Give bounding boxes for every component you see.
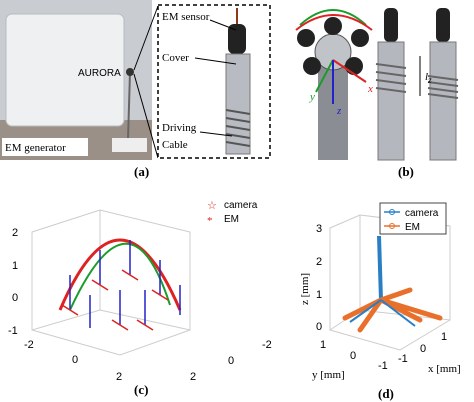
x-axis (332, 59, 367, 83)
sensor-dot (126, 68, 134, 76)
z-tick: 2 (12, 227, 18, 239)
rotation-arrow (295, 14, 373, 31)
base (112, 138, 147, 152)
x-tick: -2 (24, 339, 34, 351)
callout: Cover (162, 52, 189, 64)
z-tick: 3 (316, 223, 322, 235)
legend-label: camera (224, 200, 258, 211)
length-subscript: z (427, 75, 432, 85)
zoom-line (133, 5, 159, 71)
trajectories (58, 238, 182, 331)
x-tick: -1 (398, 353, 408, 365)
legend-marker: * (207, 215, 213, 227)
length-symbol: l (425, 71, 428, 83)
caption: (b) (398, 164, 414, 179)
legend-marker (389, 223, 395, 229)
axis-label: x (367, 83, 373, 95)
sensor-top (345, 57, 363, 75)
caption: (a) (134, 164, 149, 179)
sensor-top (303, 57, 321, 75)
legend-marker: ☆ (207, 200, 217, 212)
y-axis (315, 59, 334, 93)
length-label: lz (425, 71, 432, 85)
y-tick: 2 (190, 371, 196, 383)
trajectories (342, 235, 443, 333)
z-tick: 0 (316, 321, 322, 333)
z-tick: -1 (8, 325, 18, 337)
z-tick: 0 (12, 292, 18, 304)
zoom-line (133, 73, 159, 159)
z-tick: 1 (316, 289, 322, 301)
axis-label: y (309, 91, 315, 103)
spring (225, 109, 251, 147)
sensor-top (297, 29, 315, 47)
zoom-box (157, 4, 271, 159)
callout-lines (194, 19, 237, 137)
x-tick: 2 (116, 371, 122, 383)
axis-label: x [mm] (428, 363, 461, 375)
y-tick: -2 (262, 339, 272, 351)
axis-label: z (336, 105, 342, 117)
box-3d (329, 214, 451, 351)
x-tick: 0 (420, 343, 426, 355)
z-tick: 1 (12, 260, 18, 272)
springs (375, 63, 459, 99)
rotation-arrow (299, 9, 367, 26)
stand (127, 71, 131, 141)
sensor-body (377, 41, 405, 161)
sensor-top (324, 17, 342, 35)
y-tick: 0 (350, 350, 356, 362)
callout: Cable (162, 139, 188, 151)
sensor-body (429, 41, 457, 161)
x-tick: 1 (441, 331, 447, 343)
legend-label: EM (224, 214, 239, 225)
axis-label: z [mm] (299, 273, 311, 305)
sensor-cap (436, 8, 450, 42)
sensor-body (225, 53, 251, 155)
em-generator (5, 13, 125, 127)
z-tick: 2 (316, 256, 322, 268)
callout: Driving (162, 122, 197, 134)
callout: EM sensor (162, 11, 210, 23)
sensor-top (351, 29, 369, 47)
logo: AURORA (78, 68, 121, 79)
legend-label: EM (405, 222, 420, 233)
axis-label: y [mm] (312, 369, 345, 381)
label-box (2, 138, 88, 156)
legend-box (379, 202, 447, 235)
legend-label: camera (405, 208, 439, 219)
legend-marker (389, 209, 395, 215)
sensor-cap (384, 8, 398, 42)
sensor-cap (228, 24, 246, 54)
caption: (c) (134, 382, 148, 397)
x-tick: 0 (72, 354, 78, 366)
generator-label: EM generator (5, 142, 66, 154)
y-tick: 1 (320, 339, 326, 351)
y-tick: -1 (378, 360, 388, 372)
y-tick: 0 (228, 355, 234, 367)
caption: (d) (378, 386, 394, 401)
